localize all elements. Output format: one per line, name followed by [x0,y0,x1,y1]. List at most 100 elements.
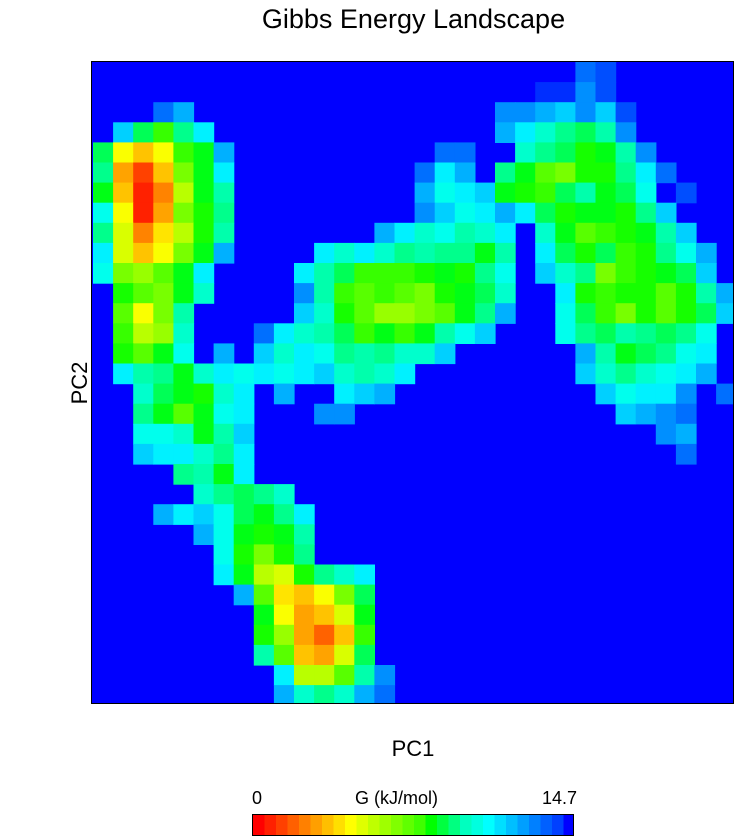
heatmap-cell [414,222,436,244]
heatmap-cell [213,182,235,204]
heatmap-cell [495,122,516,143]
heatmap-cell [495,162,516,184]
heatmap-cell [314,644,335,666]
heatmap-cell [354,323,375,344]
heatmap-cell [193,504,215,525]
heatmap-cell [595,323,617,344]
heatmap-cell [334,685,355,703]
heatmap-cell [696,363,717,385]
heatmap-cell [253,343,275,365]
heatmap-cell [434,303,456,324]
heatmap-cell [454,283,476,304]
heatmap-cell [193,423,215,445]
heatmap-cell [615,142,637,164]
heatmap-cell [595,162,617,184]
heatmap-cell [575,283,597,304]
heatmap-cell [635,303,657,324]
heatmap-cell [213,423,235,445]
heatmap-cell [193,383,215,405]
heatmap-cell [374,303,396,324]
heatmap-cell [434,222,456,244]
heatmap-cell [615,383,637,405]
heatmap-cell [314,685,335,703]
heatmap-cell [173,222,195,244]
heatmap-cell [334,283,355,304]
colorbar-step [460,815,472,835]
heatmap-cell [133,343,154,365]
heatmap-cell [294,685,315,703]
heatmap-cell [655,423,677,445]
colorbar-step [345,815,357,835]
heatmap-cell [253,584,275,606]
heatmap-cell [474,222,496,244]
heatmap-cell [113,242,134,264]
heatmap-cell [354,584,375,606]
heatmap-cell [575,242,597,264]
heatmap-cell [233,544,255,566]
colorbar-step [402,815,415,835]
heatmap-cell [555,162,576,184]
heatmap-cell [173,202,195,224]
heatmap-cell [294,343,315,365]
heatmap-cell [595,263,617,284]
heatmap-cell [273,624,295,646]
heatmap-cell [213,363,235,385]
heatmap-cell [173,162,195,184]
heatmap-cell [173,363,195,385]
heatmap-cell [173,443,195,465]
heatmap-cell [133,122,154,143]
heatmap-cell [555,242,576,264]
heatmap-cell [173,303,195,324]
heatmap-cell [595,102,617,123]
heatmap-cell [495,303,516,324]
heatmap-cell [354,644,375,666]
heatmap-cell [113,323,134,344]
heatmap-cell [675,343,697,365]
heatmap-cell [253,323,275,344]
heatmap-cell [314,624,335,646]
heatmap-cell [173,283,195,304]
heatmap-cell [354,383,375,405]
heatmap-cell [575,142,597,164]
heatmap-cell [615,102,637,123]
heatmap-cell [253,564,275,586]
heatmap-cell [113,202,134,224]
heatmap-cell [555,82,576,103]
heatmap-cell [294,604,315,626]
heatmap-cell [716,383,733,405]
heatmap-cell [93,202,114,224]
heatmap-cell [434,242,456,264]
colorbar-step [563,815,573,835]
heatmap-cell [294,524,315,545]
heatmap-cell [635,142,657,164]
heatmap-cell [374,685,396,703]
heatmap-cell [454,303,476,324]
heatmap-cell [635,403,657,425]
heatmap-cell [133,182,154,204]
colorbar-step [540,815,553,835]
heatmap-cell [334,343,355,365]
heatmap-cell [354,363,375,385]
heatmap-cell [515,162,536,184]
heatmap-cell [595,303,617,324]
heatmap-cell [314,665,335,686]
heatmap-cell [253,644,275,666]
heatmap-cell [434,182,456,204]
heatmap-cell [193,182,215,204]
heatmap-cell [354,343,375,365]
heatmap-cell [334,665,355,686]
heatmap-cell [675,323,697,344]
heatmap-cell [294,263,315,284]
heatmap-cell [696,242,717,264]
heatmap-cell [474,283,496,304]
heatmap-cell [635,182,657,204]
heatmap-cell [193,524,215,545]
colorbar-step [333,815,346,835]
heatmap-cell [354,242,375,264]
colorbar-step [494,815,507,835]
colorbar-step [379,815,392,835]
heatmap-cell [615,283,637,304]
heatmap-cell [294,323,315,344]
heatmap-cell [314,242,335,264]
heatmap-cell [655,303,677,324]
